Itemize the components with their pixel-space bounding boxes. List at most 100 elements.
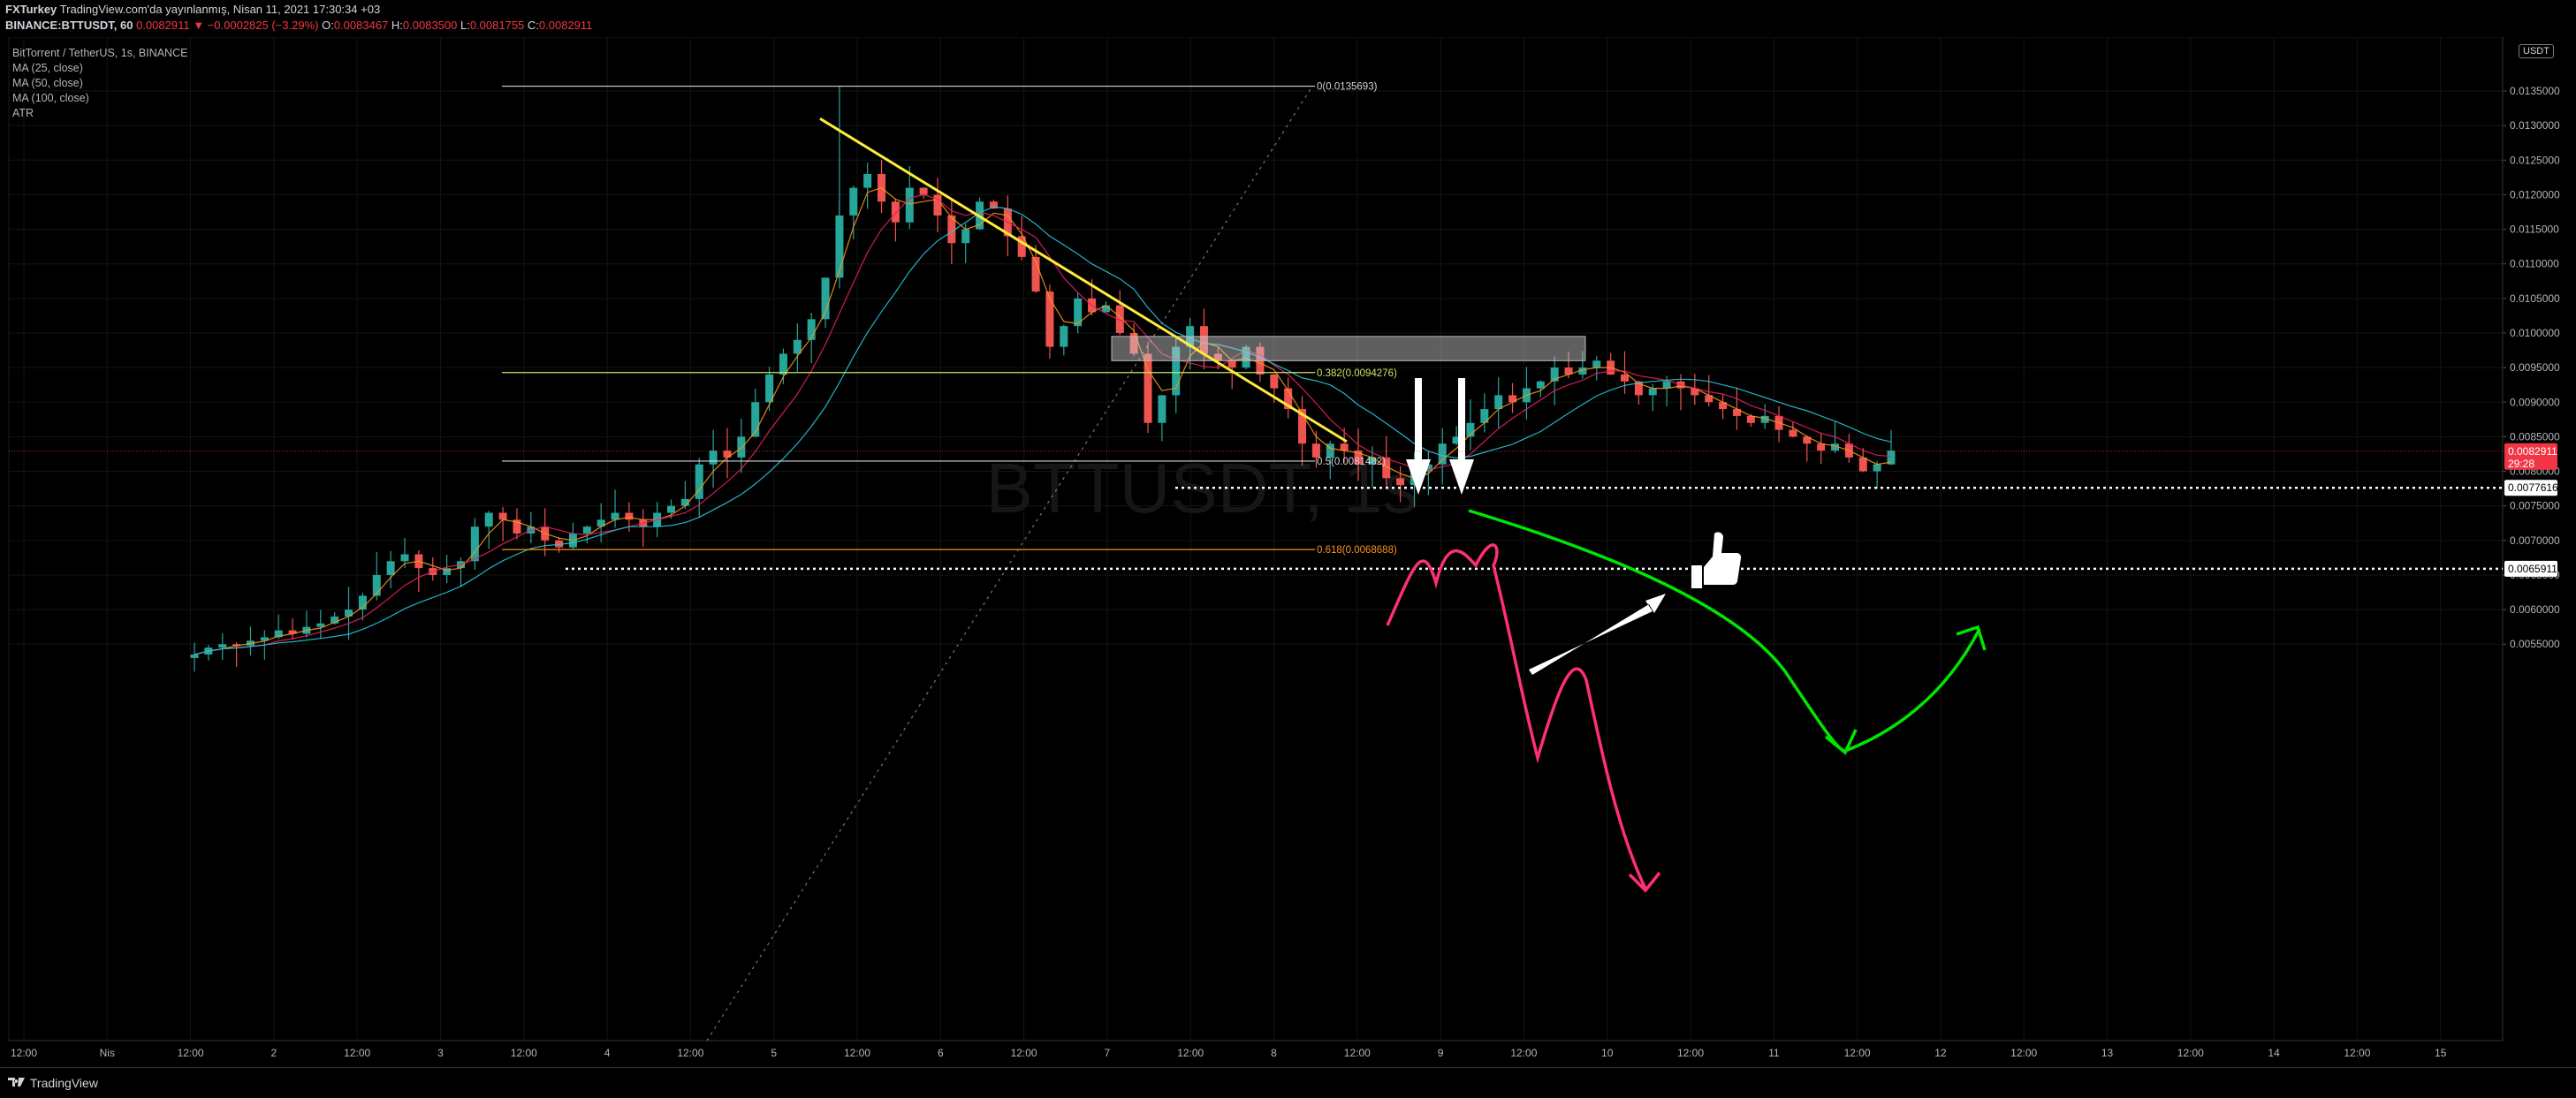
candle-body [1031,256,1040,292]
x-tick-label: 10 [1601,1047,1614,1059]
candle-body [190,654,199,658]
candle-body [443,568,452,575]
candle-body [1438,443,1447,465]
candle-body [218,644,227,648]
candle-body [680,498,689,506]
x-tick-label: 15 [2435,1047,2447,1059]
candle-body [1144,353,1152,423]
x-tick-label: 12:00 [844,1047,870,1059]
candle-body [891,201,900,223]
candle-body [695,464,703,499]
candle-body [1760,415,1769,423]
y-tick-label: 0.0070000 [2510,534,2560,547]
candle-body [345,610,353,617]
candle-body [316,623,325,627]
price-change: ▼ −0.0002825 (−3.29%) [193,19,319,32]
candle-body [1326,443,1334,458]
fib-level-label: 0.618(0.0068688) [1317,545,1397,556]
candle-body [1648,388,1657,396]
candle-body [1536,381,1545,389]
candle-body [484,512,493,527]
pink-arrow-head [1628,871,1661,893]
candle-body [260,637,269,641]
y-tick-label: 0.0055000 [2510,638,2560,650]
legend-ma25[interactable]: MA (25, close) [12,62,83,74]
candle-body [358,595,367,610]
x-tick-label: Nis [100,1047,115,1059]
candle-body [667,505,676,513]
candle-body [555,540,564,548]
ma100-line [194,206,1892,655]
y-tick-label: 0.0120000 [2510,188,2560,201]
legend-ma50[interactable]: MA (50, close) [12,77,83,89]
candle-body [1270,374,1279,389]
candle-body [611,512,619,520]
candle-body [1592,360,1601,368]
close-label: C: [527,19,539,32]
candle-body [1621,374,1630,382]
candle-body [1199,326,1208,354]
legend-atr[interactable]: ATR [12,107,34,119]
candle-body [1466,422,1475,437]
candle-body [1494,395,1503,410]
candle-body [1242,346,1250,368]
x-tick-label: 12:00 [2344,1047,2370,1059]
candle-body [1298,409,1307,444]
symbol-label: BINANCE:BTTUSDT, 60 [5,19,133,32]
candle-body [835,215,844,278]
fib-level-label: 0.382(0.0094276) [1317,368,1397,379]
fib-level-label: 0(0.0135693) [1317,82,1378,93]
x-tick-label: 11 [1768,1047,1780,1059]
fib-level-label: 0.5(0.0081482) [1317,457,1386,467]
candle-body [737,436,746,458]
last-price: 0.0082911 [136,19,190,32]
x-tick-label: 7 [1105,1047,1111,1059]
last-price-label-countdown: 29:28 [2508,458,2534,470]
candle-body [933,194,942,216]
x-tick-label: 12:00 [11,1047,37,1059]
pink-bearish-path [1386,543,1647,890]
candle-body [386,561,395,575]
yellow-trendline [819,117,1348,443]
y-tick-label: 0.0105000 [2510,292,2560,305]
x-tick-label: 4 [604,1047,611,1059]
green-arrow-head-down [1824,729,1858,755]
support-high-label-bg [2504,480,2557,496]
candle-body [1789,429,1797,437]
candle-body [1662,381,1671,389]
price-chart[interactable]: 0.0135000 0.0130000 0.0125000 0.0120000 0.01… [0,37,2576,1067]
candle-body [1424,464,1432,472]
tradingview-brand-label: TradingView [29,1076,98,1091]
tradingview-brand[interactable]: TradingView [7,1075,98,1091]
candle-body [1746,415,1755,423]
candle-body [1129,332,1138,354]
x-tick-label: 5 [771,1047,777,1059]
author-name[interactable]: FXTurkey [5,3,57,16]
candle-body [372,574,381,596]
candle-body [1705,395,1714,403]
candle-body [709,451,718,465]
candle-body [1508,395,1517,403]
y-tick-label: 0.0085000 [2510,430,2560,443]
ohlc-line: BINANCE:BTTUSDT, 60 0.0082911 ▼ −0.00028… [5,19,592,32]
candle-body [1803,436,1812,444]
plot-area [8,37,2504,1041]
ma50-line [194,193,1892,655]
legend-ma100[interactable]: MA (100, close) [12,92,89,104]
candle-body [1452,436,1461,444]
candle-body [1691,388,1699,396]
fib-diagonal [706,86,1313,1041]
open-value: 0.0083467 [333,19,389,32]
candle-body [470,526,479,562]
candle-body [793,339,802,354]
candle-body [989,201,998,209]
candle-body [1732,409,1741,416]
candle-body [1578,367,1587,375]
candle-body [513,519,521,534]
x-tick-label: 12:00 [178,1047,204,1059]
candle-body [1858,457,1867,472]
currency-unit-button[interactable]: USDT [2519,44,2554,58]
candle-body [961,229,970,244]
y-tick-label: 0.0090000 [2510,396,2560,408]
candle-body [765,374,774,403]
